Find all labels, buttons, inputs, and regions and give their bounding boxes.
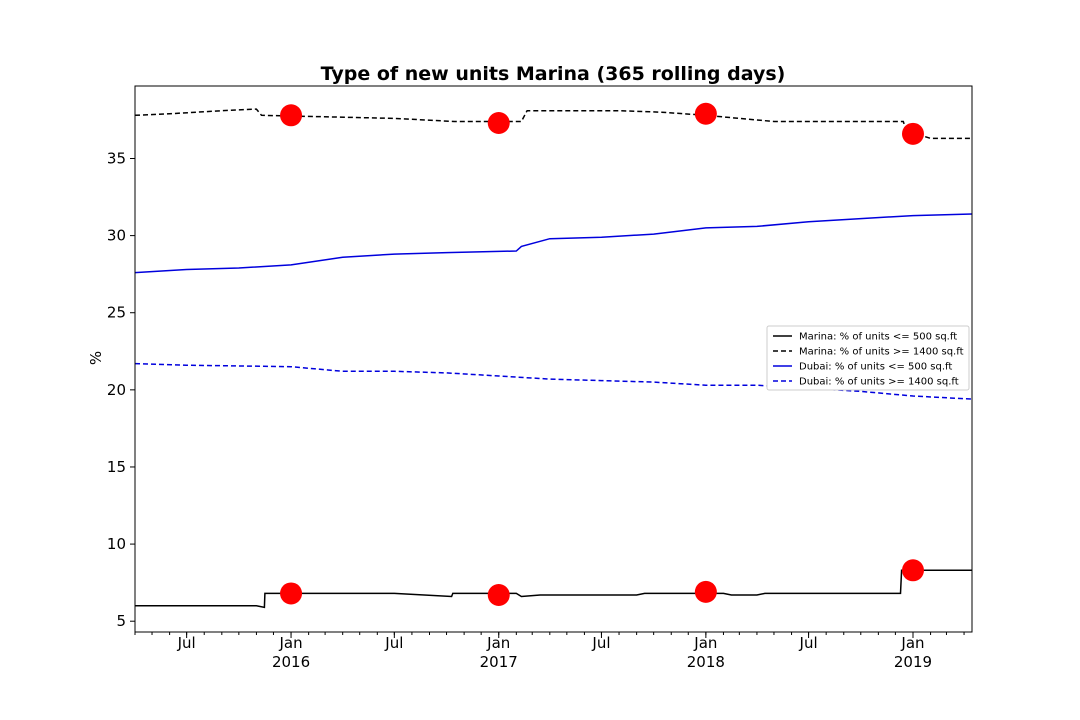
marker-point (694, 580, 717, 603)
y-axis-label: % (87, 351, 105, 365)
x-tick-label: Jul (177, 634, 196, 652)
x-tick-label: Jan (693, 634, 717, 652)
x-tick-year-label: 2017 (480, 653, 518, 671)
marker-point (280, 104, 303, 127)
y-tick-label: 30 (107, 227, 126, 245)
x-tick-year-label: 2019 (894, 653, 932, 671)
x-tick-label: Jul (384, 634, 403, 652)
marker-point (901, 122, 924, 145)
markers-layer (280, 102, 924, 606)
x-tick-label: Jan (486, 634, 510, 652)
x-tick-year-label: 2018 (687, 653, 725, 671)
marker-point (487, 112, 510, 135)
marker-point (694, 102, 717, 125)
x-tick-label: Jan (900, 634, 924, 652)
y-tick-label: 35 (107, 149, 126, 167)
y-tick-label: 5 (116, 612, 126, 630)
y-tick-label: 15 (107, 458, 126, 476)
y-tick-label: 20 (107, 381, 126, 399)
y-tick-label: 25 (107, 304, 126, 322)
legend-label: Dubai: % of units <= 500 sq.ft (799, 362, 952, 373)
series-line-3 (134, 213, 973, 274)
x-tick-label: Jan (278, 634, 302, 652)
legend-box (766, 325, 970, 391)
marker-point (487, 583, 510, 606)
series-line-2 (134, 108, 972, 140)
legend-label: Dubai: % of units >= 1400 sq.ft (799, 377, 959, 388)
plot-frame (134, 85, 973, 633)
x-tick-label: Jul (799, 634, 818, 652)
legend-label: Marina: % of units >= 1400 sq.ft (799, 347, 964, 358)
chart-title: Type of new units Marina (365 rolling da… (321, 63, 786, 85)
marker-point (901, 559, 924, 582)
legend-label: Marina: % of units <= 500 sq.ft (799, 332, 957, 343)
y-tick-label: 10 (107, 535, 126, 553)
x-tick-label: Jul (591, 634, 610, 652)
x-tick-year-label: 2016 (272, 653, 310, 671)
marker-point (280, 582, 303, 605)
legend: Marina: % of units <= 500 sq.ft Marina: %… (766, 325, 970, 391)
series-line-1 (135, 569, 972, 609)
